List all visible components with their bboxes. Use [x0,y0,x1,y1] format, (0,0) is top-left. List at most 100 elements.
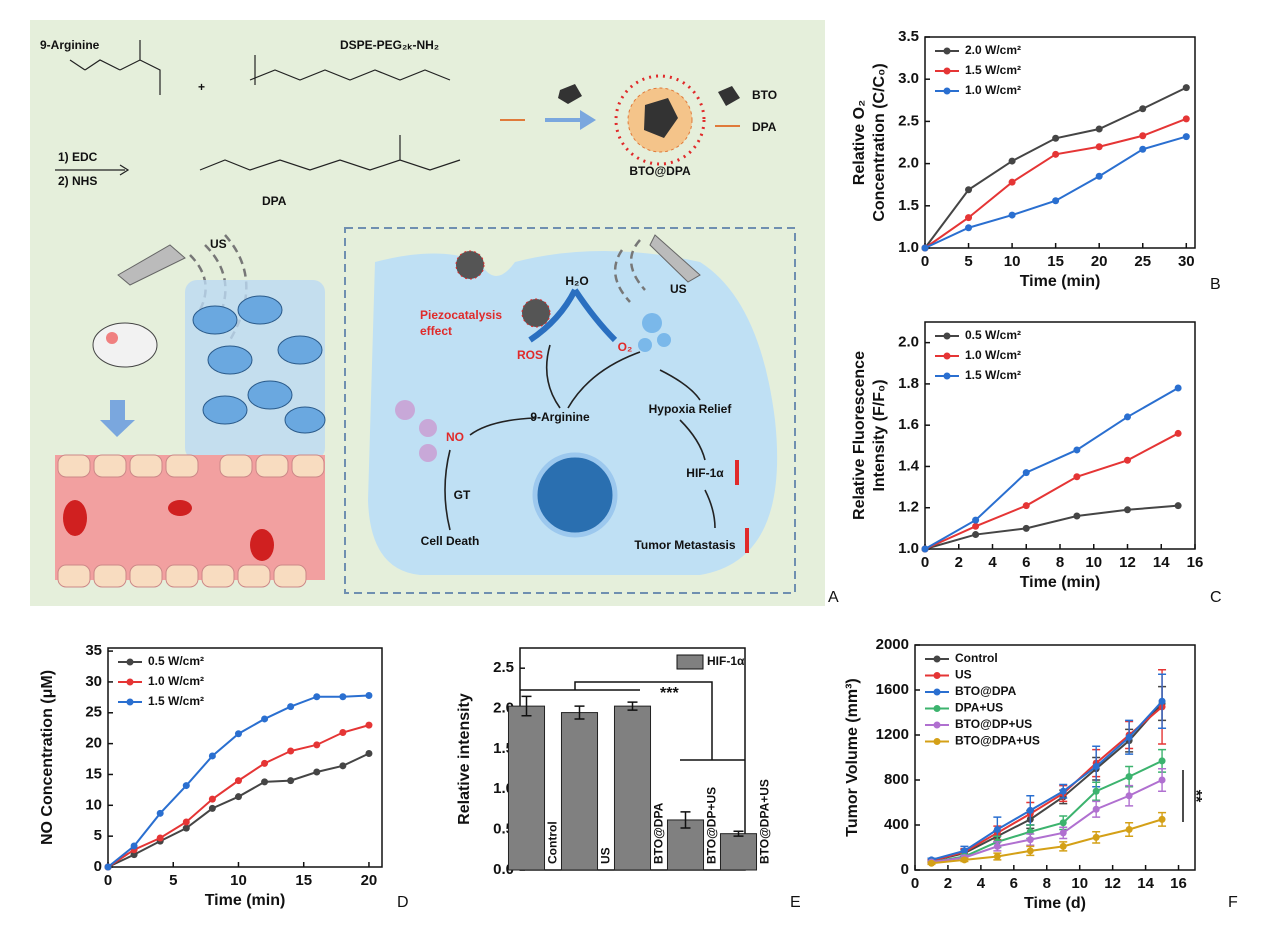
annotation: *** [660,685,679,702]
legend-marker [943,47,951,55]
legend-marker [933,738,941,745]
data-point [1174,502,1182,510]
reaction-arrowhead [119,164,130,176]
x-tick-label: 6 [1010,875,1018,892]
data-point [182,824,190,832]
nanoparticle [521,298,551,328]
legend-marker [126,658,134,666]
legend-label: DPA [752,120,777,134]
y-tick-label: 35 [85,642,102,659]
y-tick-label: 800 [884,771,909,788]
data-point [1022,502,1030,510]
data-point [1059,829,1067,837]
legend-marker [943,332,951,340]
tumor [106,332,118,344]
axis-frame [924,36,1196,249]
data-point [1158,776,1166,784]
x-tick-label: 25 [1134,253,1151,270]
x-axis-label: Time (min) [1020,574,1101,591]
data-point [365,749,373,757]
x-tick-label: 0 [921,253,929,270]
legend-label: 1.5 W/cm² [965,63,1021,77]
y-tick-label: 2000 [876,636,909,653]
data-point [234,793,242,801]
category-label: Control [546,821,560,864]
legend-label: 0.5 W/cm² [965,328,1021,342]
y-tick-label: 2.0 [898,155,919,172]
data-point [156,834,164,842]
x-tick-label: 5 [169,872,177,889]
x-tick-label: 4 [977,875,986,892]
data-point [1052,134,1060,142]
data-point [1174,429,1182,437]
label: Hypoxia Relief [649,402,733,416]
data-point [208,795,216,803]
data-point [921,545,929,553]
dpa-shell [614,74,706,166]
legend-label: US [955,668,972,682]
panel-label: E [790,894,801,911]
no-molecules [395,400,437,462]
label: 1) EDC [58,150,98,164]
injection-arrow [100,400,135,437]
pathway-arrows [444,344,716,531]
data-point [1073,446,1081,454]
axis-frame [914,644,1196,871]
legend-label: 1.5 W/cm² [965,368,1021,382]
data-point [1022,469,1030,477]
label: DPA [262,194,287,208]
y-tick-label: 25 [85,704,102,721]
data-point [234,777,242,785]
y-tick-label: 2.5 [493,659,514,676]
data-point [1095,125,1103,133]
x-axis-label: Time (d) [1024,895,1086,912]
label: NO [446,430,464,444]
data-point [1092,763,1100,770]
structure-dspe [249,55,451,85]
legend-marker [933,705,941,712]
label: O₂ [618,340,633,354]
legend-marker [933,688,941,696]
data-point [261,778,269,786]
y-tick-label: 1.0 [898,239,919,256]
schematic [55,40,461,176]
label: + [198,80,205,94]
x-axis-label: Time (min) [1020,273,1101,290]
zoom-box [344,227,796,594]
x-tick-label: 20 [1091,253,1108,270]
error-bar [680,811,691,829]
data-point [1124,413,1131,421]
label: DSPE-PEG₂ₖ-NH₂ [340,38,439,52]
x-tick-label: 5 [964,253,972,270]
data-point [339,762,347,770]
y-axis-label: Relative intensity [456,693,473,825]
y-tick-label: 1.5 [898,197,919,214]
data-point [287,703,295,711]
data-point [1052,150,1060,158]
data-point [1158,697,1166,705]
data-point [1139,132,1147,140]
y-tick-label: 1.0 [898,540,919,557]
label: 9-Arginine [530,410,590,424]
data-point [313,741,321,749]
error-bar [574,705,585,720]
legend-label: 2.0 W/cm² [965,43,1021,57]
y-tick-label: 0 [901,861,909,878]
series-line [107,752,370,868]
label: effect [420,324,452,338]
x-tick-label: 10 [1071,875,1088,892]
bto-core [644,98,678,138]
x-tick-label: 0 [911,875,919,892]
x-axis-label: Time (min) [205,892,286,909]
y-tick-label: 2.5 [898,112,919,129]
data-point [1139,145,1147,153]
data-point [287,777,295,785]
category-label: BTO@DP+US [705,787,719,864]
series-line [931,759,1163,864]
data-point [965,224,973,232]
data-point [287,747,295,755]
data-point [1182,84,1190,92]
data-point [927,859,935,867]
y-tick-label: 1600 [876,681,909,698]
bar [507,705,546,871]
